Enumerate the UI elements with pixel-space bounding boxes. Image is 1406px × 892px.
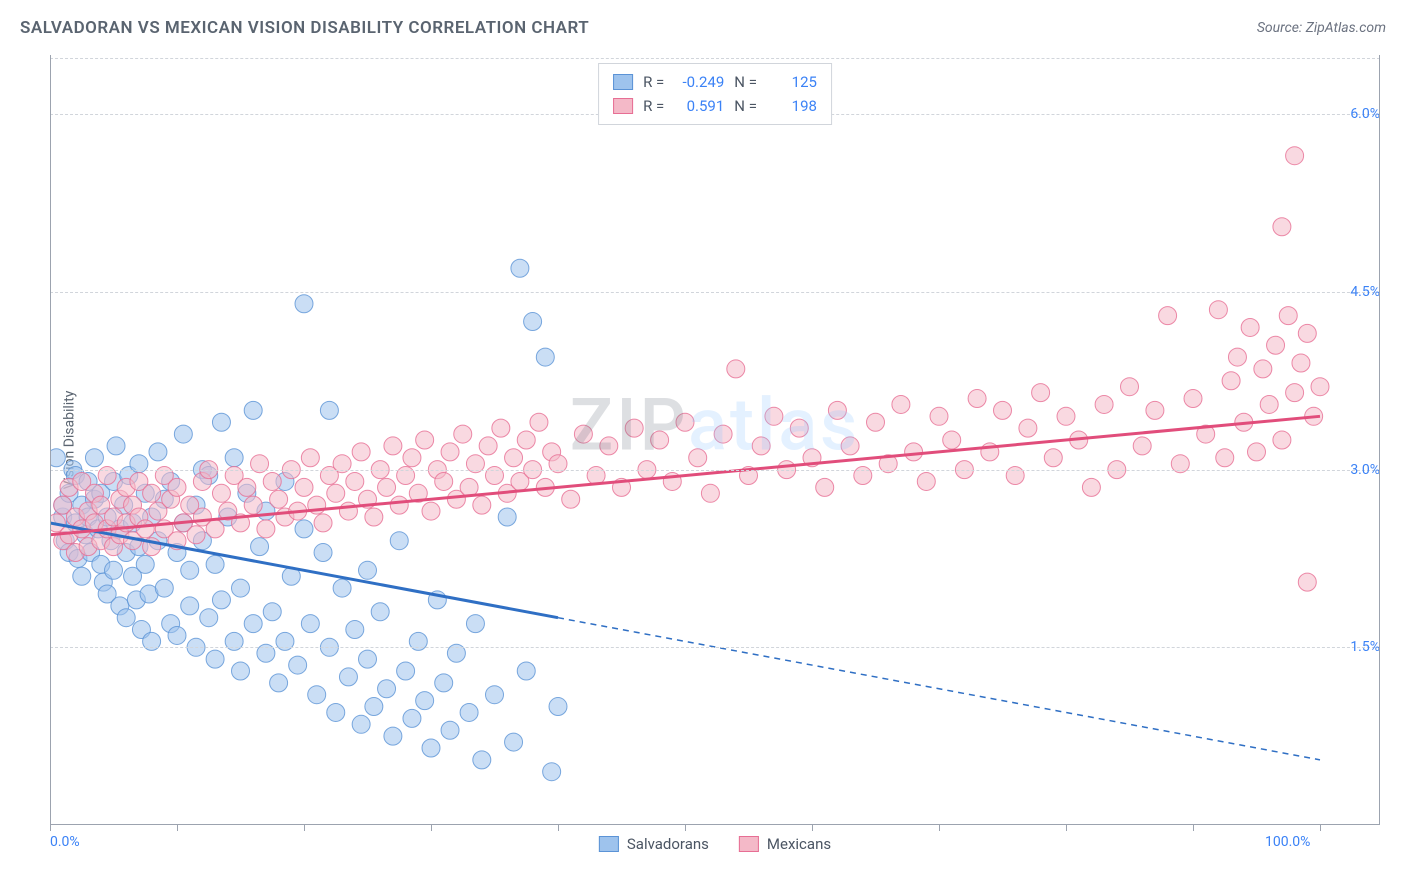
legend-n-salvadorans: 125 [767, 70, 817, 94]
y-tick-label: 3.0% [1350, 462, 1380, 478]
legend-swatch-mexicans [613, 98, 633, 114]
legend-n-label: N = [734, 94, 757, 118]
legend-item-salvadorans: Salvadorans [599, 835, 709, 853]
legend-swatch-salvadorans-b [599, 836, 619, 852]
legend-row-mexicans: R = 0.591 N = 198 [613, 94, 817, 118]
y-tick-label: 4.5% [1350, 284, 1380, 300]
legend-series: Salvadorans Mexicans [599, 835, 831, 853]
legend-r-mexicans: 0.591 [674, 94, 724, 118]
chart-header: SALVADORAN VS MEXICAN VISION DISABILITY … [20, 18, 1386, 38]
scatter-plot [50, 55, 1380, 825]
legend-label-mexicans: Mexicans [767, 835, 831, 853]
x-tick-label: 0.0% [50, 834, 80, 850]
legend-n-label: N = [734, 70, 757, 94]
chart-source: Source: ZipAtlas.com [1257, 20, 1386, 36]
x-tick-label: 100.0% [1265, 834, 1310, 850]
legend-row-salvadorans: R = -0.249 N = 125 [613, 70, 817, 94]
legend-swatch-salvadorans [613, 74, 633, 90]
y-tick-label: 6.0% [1350, 106, 1380, 122]
legend-label-salvadorans: Salvadorans [627, 835, 709, 853]
legend-item-mexicans: Mexicans [739, 835, 831, 853]
legend-r-salvadorans: -0.249 [674, 70, 724, 94]
legend-r-label: R = [643, 70, 664, 94]
chart-area: Vision Disability ZIPatlas R = -0.249 N … [50, 55, 1380, 825]
legend-n-mexicans: 198 [767, 94, 817, 118]
legend-swatch-mexicans-b [739, 836, 759, 852]
legend-r-label: R = [643, 94, 664, 118]
y-tick-label: 1.5% [1350, 639, 1380, 655]
legend-correlation: R = -0.249 N = 125 R = 0.591 N = 198 [598, 63, 832, 125]
chart-title: SALVADORAN VS MEXICAN VISION DISABILITY … [20, 18, 589, 38]
